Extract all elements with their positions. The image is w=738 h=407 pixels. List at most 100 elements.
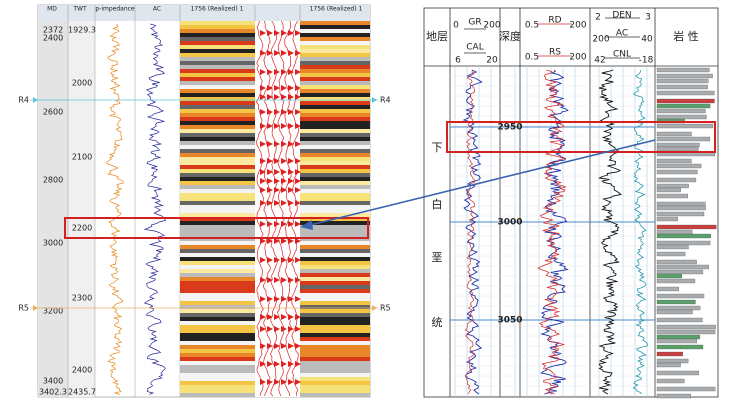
wiggle-fill xyxy=(295,158,301,164)
twt-label: 2000 xyxy=(72,79,92,88)
header-label: 岩 性 xyxy=(673,29,699,43)
twt-label: 1929.3 xyxy=(68,26,96,35)
horizon-label: R4 xyxy=(18,96,29,105)
wiggle-fill xyxy=(274,257,280,263)
wiggle-fill xyxy=(267,158,273,164)
wiggle-fill xyxy=(281,141,287,147)
seismic-band xyxy=(300,165,370,169)
header-label: 2 xyxy=(595,13,601,23)
lithology-block xyxy=(656,338,698,344)
wiggle-fill xyxy=(295,238,301,244)
seismic-band xyxy=(300,241,370,245)
left-panel: MD TWT p-impedance AC 1756 (Realized) 1 1756 … xyxy=(18,4,391,398)
wiggle-fill xyxy=(288,178,294,184)
wiggle-fill xyxy=(295,50,301,56)
seismic-band xyxy=(300,261,370,265)
wiggle-fill xyxy=(274,343,280,349)
wiggle-fill xyxy=(281,343,287,349)
wiggle-fill xyxy=(260,238,266,244)
tie-arrow xyxy=(305,139,656,227)
seismic-band xyxy=(300,269,370,273)
header-label: 0.5 xyxy=(525,53,539,63)
wiggle-fill xyxy=(267,109,273,115)
horizon-label: R5 xyxy=(18,304,29,313)
seismic-band xyxy=(300,109,370,113)
wiggle-fill xyxy=(281,50,287,56)
lithology-block xyxy=(656,193,689,199)
twt-track xyxy=(68,21,95,397)
seismic-band xyxy=(180,73,255,77)
gr-curve xyxy=(462,69,483,395)
wiggle-fill xyxy=(288,94,294,100)
md-label: 3000 xyxy=(43,239,63,248)
wiggle-fill xyxy=(267,123,273,129)
seismic-band xyxy=(300,385,370,389)
wiggle-fill xyxy=(288,343,294,349)
wiggle-fill xyxy=(274,69,280,75)
lithology-block xyxy=(656,205,706,211)
seismic-band xyxy=(300,341,370,345)
lithology-block xyxy=(656,90,715,96)
column-header: TWT xyxy=(72,6,87,13)
wiggle-fill xyxy=(295,200,301,206)
seismic-band xyxy=(180,345,255,349)
seismic-band xyxy=(300,313,370,317)
lithology-block xyxy=(656,84,708,90)
wiggle-fill xyxy=(288,296,294,302)
seismic-band xyxy=(180,389,255,393)
seismic-band xyxy=(300,89,370,93)
header-label: 40 xyxy=(641,35,653,45)
wiggle-fill xyxy=(295,141,301,147)
wiggle-fill xyxy=(288,379,294,385)
seismic-band xyxy=(300,301,370,305)
seismic-band xyxy=(300,197,370,201)
lithology-block xyxy=(656,351,683,357)
seismic-band xyxy=(300,333,370,337)
wiggle-fill xyxy=(288,200,294,206)
seismic-band xyxy=(180,165,255,169)
wiggle-fill xyxy=(260,343,266,349)
wiggle-fill xyxy=(267,187,273,193)
seismic-band xyxy=(300,129,370,133)
wiggle-fill xyxy=(260,314,266,320)
header-label: RS xyxy=(549,48,561,58)
column-header: p-impedance xyxy=(95,6,135,13)
seismic-band xyxy=(180,185,255,189)
seismic-band xyxy=(180,305,255,309)
horizon-label: R5 xyxy=(380,304,391,313)
seismic-band xyxy=(180,309,255,313)
wiggle-fill xyxy=(295,69,301,75)
seismic-band xyxy=(180,261,255,265)
seismic-band xyxy=(300,309,370,313)
seismic-band xyxy=(300,133,370,137)
seismic-band xyxy=(300,173,370,177)
ac-curve xyxy=(143,23,167,395)
lithology-block xyxy=(656,158,692,164)
seismic-band xyxy=(300,305,370,309)
seismic-band xyxy=(180,189,255,193)
seismic-band xyxy=(300,25,370,29)
lithology-block xyxy=(656,269,704,275)
seismic-band xyxy=(300,185,370,189)
wiggle-trace xyxy=(270,20,278,397)
column-header: AC xyxy=(153,6,161,13)
rs-curve xyxy=(537,69,567,395)
seismic-band xyxy=(300,361,370,365)
lithology-block xyxy=(656,378,685,384)
wiggle-trace xyxy=(276,20,285,397)
header-label: 200 xyxy=(592,35,609,45)
seismic-band xyxy=(300,337,370,341)
overlay xyxy=(300,139,656,230)
seismic-band xyxy=(300,329,370,333)
wiggle-fill xyxy=(274,296,280,302)
seismic-band xyxy=(300,245,370,249)
seismic-band xyxy=(180,153,255,157)
seismic-band xyxy=(180,129,255,133)
seismic-band xyxy=(300,153,370,157)
strata-label: 垩 xyxy=(432,251,443,264)
column-header: 1756 (Realized) 1 xyxy=(310,6,363,13)
column-header: MD xyxy=(47,6,57,13)
wiggle-fill xyxy=(288,30,294,36)
seismic-band xyxy=(180,149,255,153)
lithology-block xyxy=(656,317,703,323)
